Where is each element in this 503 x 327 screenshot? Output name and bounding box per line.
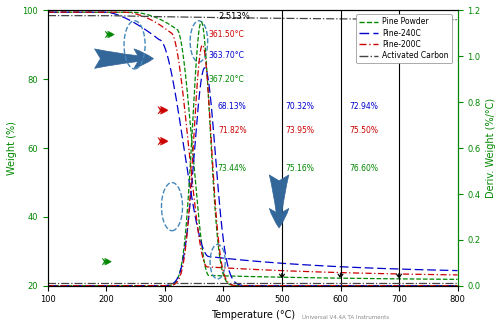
- Line: Pine-200C: Pine-200C: [48, 12, 458, 275]
- Pine-200C: [367, 271, 373, 275]
- Activated Carbon: [443, 18, 449, 22]
- Text: 73.95%: 73.95%: [285, 127, 314, 135]
- Pine Powder: [45, 10, 51, 14]
- Activated Carbon: [66, 14, 72, 18]
- Legend: Pine Powder, Pine-240C, Pine-200C, Activated Carbon: Pine Powder, Pine-240C, Pine-200C, Activ…: [356, 14, 452, 63]
- Activated Carbon: [233, 16, 239, 20]
- Activated Carbon: [443, 18, 449, 22]
- Line: Pine Powder: Pine Powder: [48, 12, 458, 279]
- Text: 75.16%: 75.16%: [285, 164, 314, 173]
- Y-axis label: Weight (%): Weight (%): [7, 121, 17, 175]
- Pine Powder: [443, 277, 449, 281]
- Text: 75.50%: 75.50%: [350, 127, 378, 135]
- Pine-200C: [45, 10, 51, 14]
- Pine Powder: [233, 274, 239, 278]
- Text: 71.82%: 71.82%: [218, 127, 246, 135]
- Pine-240C: [455, 268, 461, 272]
- Pine-200C: [66, 10, 72, 14]
- Text: 361.50°C: 361.50°C: [209, 30, 244, 39]
- Pine-200C: [443, 273, 449, 277]
- Pine Powder: [244, 274, 250, 278]
- Text: 70.32%: 70.32%: [285, 102, 314, 111]
- Text: 72.94%: 72.94%: [350, 102, 378, 111]
- Pine-240C: [244, 259, 250, 263]
- Pine-240C: [443, 268, 449, 272]
- X-axis label: Temperature (°C): Temperature (°C): [211, 310, 295, 320]
- Text: 367.20°C: 367.20°C: [209, 75, 244, 84]
- Text: 73.44%: 73.44%: [218, 164, 247, 173]
- Text: Universal V4.4A TA Instruments: Universal V4.4A TA Instruments: [302, 315, 389, 320]
- Line: Activated Carbon: Activated Carbon: [48, 16, 458, 20]
- Pine-240C: [367, 266, 373, 270]
- Activated Carbon: [244, 16, 250, 20]
- Pine-200C: [233, 267, 239, 270]
- Pine-200C: [244, 267, 250, 271]
- Y-axis label: Deriv. Weight (%/°C): Deriv. Weight (%/°C): [486, 98, 496, 198]
- Line: Pine-240C: Pine-240C: [48, 12, 458, 270]
- Text: 68.13%: 68.13%: [218, 102, 246, 111]
- Pine Powder: [455, 277, 461, 281]
- Pine-240C: [233, 257, 239, 261]
- Activated Carbon: [45, 14, 51, 18]
- Pine Powder: [367, 277, 373, 281]
- Pine-240C: [66, 10, 72, 14]
- Pine Powder: [66, 10, 72, 14]
- Text: 363.70°C: 363.70°C: [209, 51, 245, 60]
- Pine-240C: [45, 10, 51, 14]
- Pine-200C: [455, 273, 461, 277]
- Pine Powder: [443, 277, 449, 281]
- Pine-200C: [443, 273, 449, 277]
- Text: 2.513%: 2.513%: [219, 12, 250, 21]
- Text: 76.60%: 76.60%: [350, 164, 378, 173]
- Pine-240C: [443, 268, 449, 272]
- Activated Carbon: [455, 18, 461, 22]
- Activated Carbon: [367, 17, 373, 21]
